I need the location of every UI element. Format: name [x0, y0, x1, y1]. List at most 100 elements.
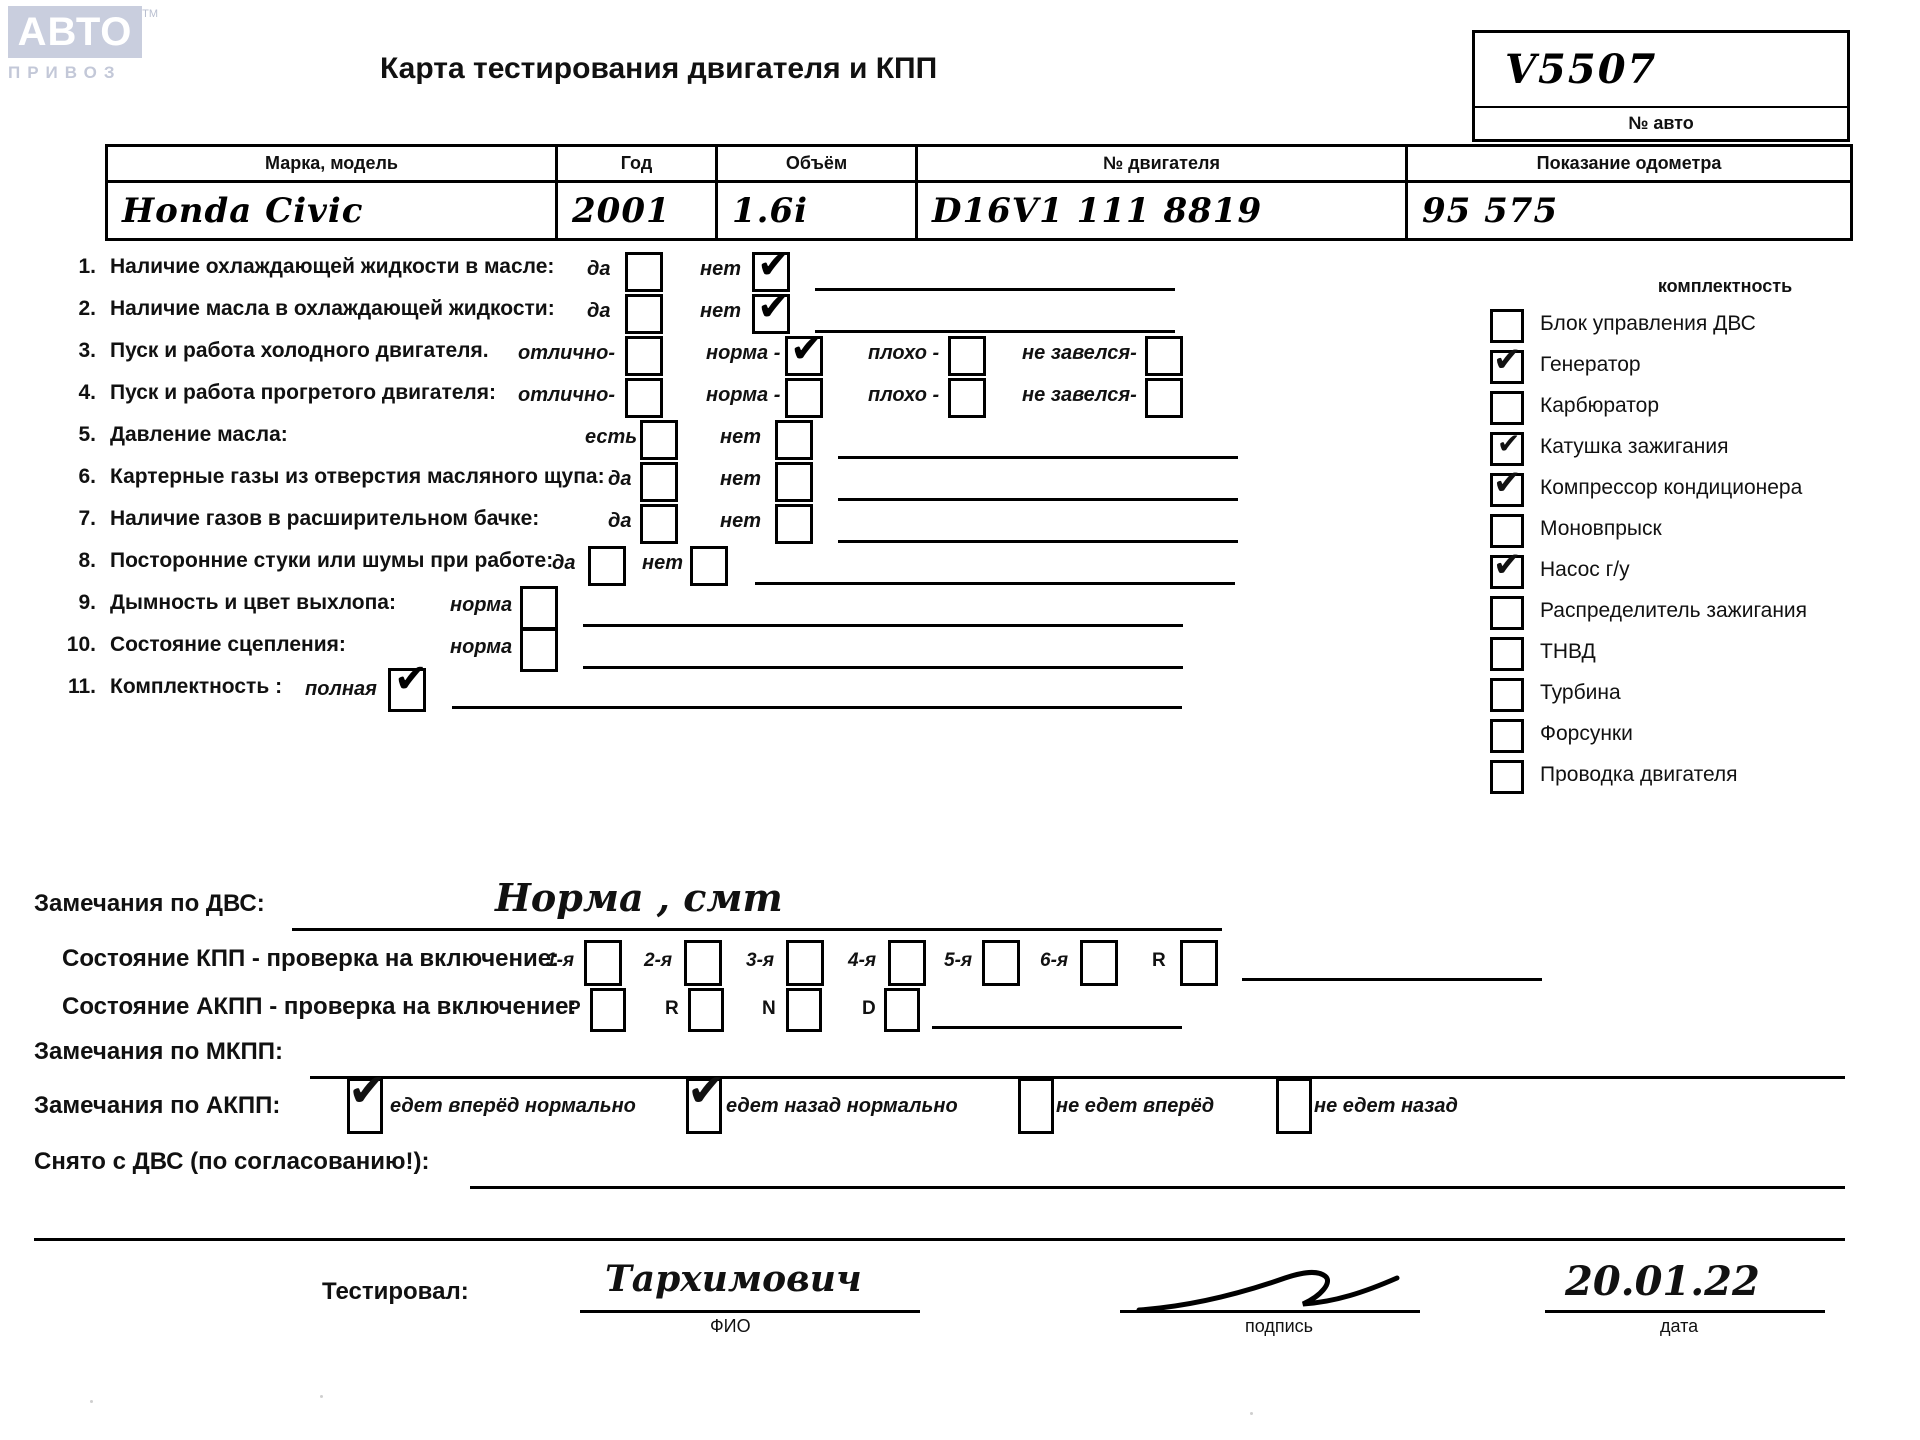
note-line[interactable]	[838, 540, 1238, 543]
checkbox-yes[interactable]	[625, 294, 663, 334]
gear-checkbox-2[interactable]	[684, 940, 722, 986]
komplektnost-checkbox[interactable]: ✔	[1490, 548, 1524, 589]
komplektnost-item-provodka-dvigatelya[interactable]: Проводка двигателя	[1490, 760, 1910, 801]
checkbox-bad[interactable]	[948, 378, 986, 418]
komplektnost-checkbox[interactable]	[1490, 637, 1524, 671]
gear-checkbox-5[interactable]	[982, 940, 1020, 986]
checkbox-bad[interactable]	[948, 336, 986, 376]
row-number: 5.	[78, 423, 96, 446]
gear-checkbox-4[interactable]	[888, 940, 926, 986]
akpp-checkbox-p[interactable]	[590, 988, 626, 1032]
komplektnost-checkbox[interactable]: ✔	[1490, 466, 1524, 507]
remarks-akpp-label: Замечания по АКПП:	[34, 1092, 281, 1119]
checkbox-excellent[interactable]	[625, 336, 663, 376]
gear-label-3: 3-я	[746, 950, 775, 971]
checkbox-yes[interactable]	[625, 252, 663, 292]
col-header-engine-number: № двигателя	[915, 144, 1408, 183]
note-line[interactable]	[815, 288, 1175, 291]
checkbox-yes[interactable]	[640, 462, 678, 502]
komplektnost-item-nasos-gu[interactable]: ✔ Насос г/у	[1490, 548, 1910, 596]
row-number: 4.	[78, 381, 96, 404]
mkpp-note-line[interactable]	[1242, 978, 1542, 981]
checkbox-yes[interactable]	[588, 546, 626, 586]
akpp-remark-checkbox-forward-ok[interactable]: ✔	[347, 1067, 387, 1134]
komplektnost-item-forsunki[interactable]: Форсунки	[1490, 719, 1910, 760]
note-line[interactable]	[452, 706, 1182, 709]
option-label-yes: да	[608, 468, 632, 490]
checkbox-no[interactable]: ✔	[752, 245, 791, 292]
komplektnost-item-turbina[interactable]: Турбина	[1490, 678, 1910, 719]
note-line[interactable]	[815, 330, 1175, 333]
option-label-no: нет	[700, 300, 741, 322]
komplektnost-checkbox[interactable]	[1490, 514, 1524, 548]
checkbox-present[interactable]	[640, 420, 678, 460]
note-line[interactable]	[583, 666, 1183, 669]
date-line[interactable]	[1545, 1310, 1825, 1313]
checkbox-normal[interactable]	[520, 628, 558, 672]
option-label-yes: да	[608, 510, 632, 532]
akpp-checkbox-n[interactable]	[786, 988, 822, 1032]
komplektnost-item-karbyurator[interactable]: Карбюратор	[1490, 391, 1910, 432]
komplektnost-item-blok-upravleniya[interactable]: Блок управления ДВС	[1490, 309, 1910, 350]
komplektnost-item-tnvd[interactable]: ТНВД	[1490, 637, 1910, 678]
komplektnost-checkbox[interactable]	[1490, 719, 1524, 753]
checkbox-no[interactable]	[690, 546, 728, 586]
komplektnost-item-generator[interactable]: ✔ Генератор	[1490, 343, 1910, 391]
note-line[interactable]	[838, 456, 1238, 459]
checkbox-nostart[interactable]	[1145, 336, 1183, 376]
row-label: Наличие масла в охлаждающей жидкости:	[110, 297, 555, 320]
watermark-tm: TM	[142, 8, 158, 20]
remarks-engine-line[interactable]	[292, 928, 1222, 931]
komplektnost-item-raspredelitel-zazhiganiya[interactable]: Распределитель зажигания	[1490, 596, 1910, 637]
option-label-excellent: отлично-	[518, 384, 616, 406]
komplektnost-checkbox[interactable]	[1490, 596, 1524, 630]
checkbox-yes[interactable]	[640, 504, 678, 544]
gear-label-r: R	[1152, 950, 1166, 971]
note-line[interactable]	[755, 582, 1235, 585]
akpp-remark-checkbox-no-forward[interactable]	[1018, 1078, 1054, 1134]
name-line[interactable]	[580, 1310, 920, 1313]
checkbox-normal[interactable]: ✔	[785, 329, 824, 376]
gear-checkbox-1[interactable]	[584, 940, 622, 986]
removed-parts-line-2[interactable]	[34, 1238, 1845, 1241]
komplektnost-checkbox[interactable]	[1490, 678, 1524, 712]
komplektnost-checkbox[interactable]: ✔	[1490, 430, 1524, 466]
col-header-make-model: Марка, модель	[105, 144, 558, 183]
komplektnost-item-monovprysk[interactable]: Моновпрыск	[1490, 514, 1910, 555]
akpp-remark-checkbox-reverse-ok[interactable]: ✔	[686, 1067, 726, 1134]
checkbox-excellent[interactable]	[625, 378, 663, 418]
komplektnost-checkbox[interactable]	[1490, 760, 1524, 794]
row-label: Наличие охлаждающей жидкости в масле:	[110, 255, 555, 278]
komplektnost-item-kompressor-konditsionera[interactable]: ✔ Компрессор кондиционера	[1490, 466, 1910, 514]
komplektnost-checkbox[interactable]	[1490, 391, 1524, 425]
checkbox-normal[interactable]	[520, 586, 558, 630]
komplektnost-checkbox[interactable]	[1490, 309, 1524, 343]
checkbox-no[interactable]	[775, 462, 813, 502]
removed-parts-line-1[interactable]	[470, 1186, 1845, 1189]
checkbox-full[interactable]: ✔	[388, 659, 428, 712]
note-line[interactable]	[838, 498, 1238, 501]
mkpp-label: Состояние КПП - проверка на включение:	[62, 945, 560, 972]
cell-year: 2001	[555, 180, 718, 241]
akpp-checkbox-d[interactable]	[884, 988, 920, 1032]
komplektnost-checkbox[interactable]: ✔	[1490, 343, 1524, 384]
remarks-mkpp-line[interactable]	[310, 1076, 1845, 1079]
checkbox-normal[interactable]	[785, 378, 823, 418]
akpp-remark-checkbox-no-reverse[interactable]	[1276, 1078, 1312, 1134]
checkbox-no[interactable]	[775, 420, 813, 460]
gear-checkbox-r[interactable]	[1180, 940, 1218, 986]
signature-mark	[1136, 1269, 1400, 1313]
checkbox-no[interactable]: ✔	[752, 287, 791, 334]
signature-line[interactable]	[1120, 1310, 1420, 1313]
gear-checkbox-6[interactable]	[1080, 940, 1118, 986]
akpp-checkbox-r[interactable]	[688, 988, 724, 1032]
gear-checkbox-3[interactable]	[786, 940, 824, 986]
komplektnost-item-katushka-zazhiganiya[interactable]: ✔ Катушка зажигания	[1490, 430, 1910, 473]
checkbox-no[interactable]	[775, 504, 813, 544]
akpp-note-line[interactable]	[932, 1026, 1182, 1029]
komplektnost-label: Проводка двигателя	[1540, 763, 1738, 786]
komplektnost-label: Насос г/у	[1540, 558, 1630, 581]
note-line[interactable]	[583, 624, 1183, 627]
check-mark: ✔	[394, 656, 428, 702]
checkbox-nostart[interactable]	[1145, 378, 1183, 418]
